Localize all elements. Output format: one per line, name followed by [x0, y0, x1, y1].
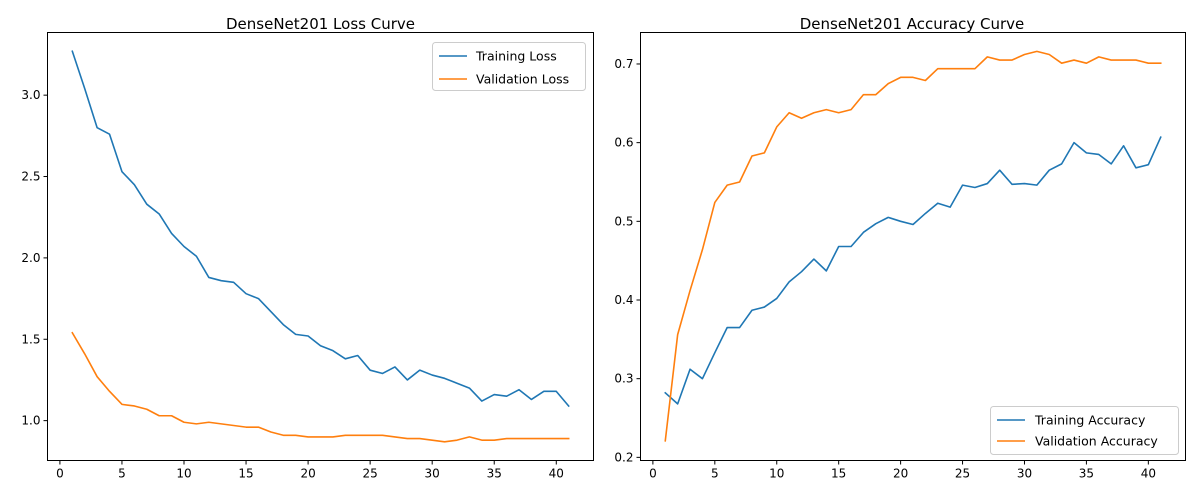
accuracy-x-tick-label: 0 — [649, 467, 657, 481]
validation-accuracy-line — [664, 50, 1162, 442]
accuracy-y-tick-label: 0.7 — [614, 57, 633, 71]
loss-x-tick-label: 30 — [425, 467, 440, 481]
loss-x-tick-label: 25 — [362, 467, 377, 481]
accuracy-chart-title: DenseNet201 Accuracy Curve — [800, 15, 1025, 33]
training-loss-line — [71, 50, 570, 408]
accuracy-x-tick-label: 10 — [769, 467, 784, 481]
accuracy-x-tick-label: 35 — [1079, 467, 1094, 481]
accuracy-chart: DenseNet201 Accuracy Curve Training Accu… — [614, 15, 1186, 481]
accuracy-x-tick-label: 20 — [893, 467, 908, 481]
accuracy-x-tick-label: 30 — [1017, 467, 1032, 481]
loss-legend: Training Loss Validation Loss — [432, 42, 586, 91]
loss-y-tick-label: 3.0 — [21, 88, 40, 102]
loss-x-tick-label: 40 — [549, 467, 564, 481]
loss-y-tick-label: 1.5 — [21, 332, 40, 346]
accuracy-y-tick-label: 0.2 — [614, 450, 633, 464]
loss-x-tick-label: 20 — [300, 467, 315, 481]
loss-axes-frame — [47, 32, 594, 461]
loss-plot-area — [71, 50, 570, 443]
validation-loss-line — [71, 331, 570, 443]
accuracy-y-tick-label: 0.5 — [614, 214, 633, 228]
loss-y-tick-label: 2.5 — [21, 170, 40, 184]
accuracy-x-tick-label: 15 — [831, 467, 846, 481]
loss-x-tick-label: 10 — [176, 467, 191, 481]
training-accuracy-line — [664, 136, 1162, 405]
loss-y-tick-label: 2.0 — [21, 251, 40, 265]
legend-validation-loss-label: Validation Loss — [476, 72, 569, 87]
accuracy-y-tick-label: 0.3 — [614, 372, 633, 386]
loss-x-tick-label: 35 — [487, 467, 502, 481]
accuracy-y-tick-label: 0.6 — [614, 136, 633, 150]
loss-legend-box — [432, 42, 586, 91]
loss-x-tick-label: 0 — [56, 467, 64, 481]
accuracy-legend: Training Accuracy Validation Accuracy — [990, 406, 1179, 455]
loss-x-tick-label: 15 — [238, 467, 253, 481]
accuracy-x-tick-label: 40 — [1141, 467, 1156, 481]
accuracy-legend-box — [990, 406, 1179, 455]
loss-x-tick-label: 5 — [118, 467, 126, 481]
accuracy-x-tick-label: 25 — [955, 467, 970, 481]
loss-chart-title: DenseNet201 Loss Curve — [226, 15, 415, 33]
accuracy-plot-area — [664, 50, 1162, 442]
legend-training-loss-label: Training Loss — [475, 49, 557, 64]
legend-training-accuracy-label: Training Accuracy — [1034, 413, 1146, 428]
accuracy-y-tick-label: 0.4 — [614, 293, 633, 307]
legend-validation-accuracy-label: Validation Accuracy — [1035, 434, 1158, 449]
loss-chart: DenseNet201 Loss Curve Training Loss Val… — [21, 15, 594, 481]
loss-y-tick-label: 1.0 — [21, 414, 40, 428]
accuracy-axes-frame — [640, 32, 1186, 461]
accuracy-x-tick-label: 5 — [711, 467, 719, 481]
